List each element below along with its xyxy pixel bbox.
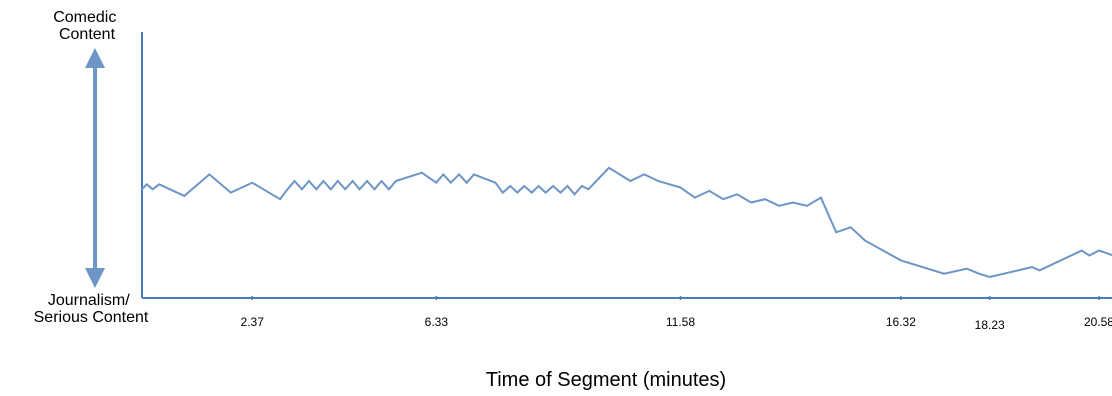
y-label-top-line-2: Content — [59, 26, 116, 43]
y-label-bottom-line-1: Journalism/ — [48, 292, 130, 309]
series-line-0 — [141, 166, 1112, 279]
x-tick-label-4: 18.23 — [975, 318, 1005, 332]
y-label-bottom: Journalism/ Serious Content — [34, 292, 149, 326]
series-group — [141, 166, 1112, 279]
y-label-top: Comedic Content — [53, 9, 121, 43]
y-label-top-line-1: Comedic — [53, 9, 116, 26]
x-tick-label-5: 20.58 — [1084, 315, 1112, 329]
x-tick-label-1: 6.33 — [425, 315, 449, 329]
x-tick-label-3: 16.32 — [886, 315, 916, 329]
x-tick-label-2: 11.58 — [666, 315, 695, 329]
x-axis-title: Time of Segment (minutes) — [486, 369, 726, 391]
y-label-bottom-line-2: Serious Content — [34, 309, 149, 326]
x-ticks: 2.37 6.33 11.58 16.32 18.23 20.58 — [241, 296, 1112, 332]
x-tick-label-0: 2.37 — [241, 315, 265, 329]
